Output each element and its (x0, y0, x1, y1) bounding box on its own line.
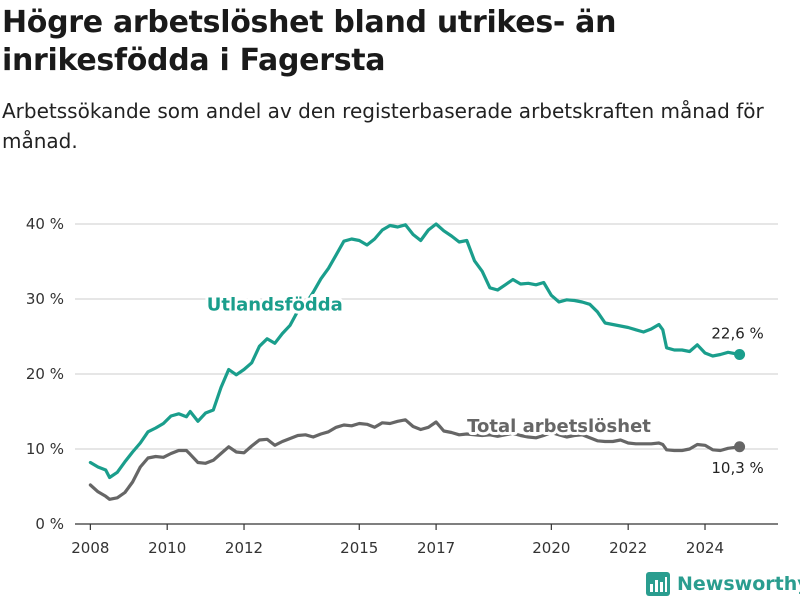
brand-logo[interactable]: Newsworthy (645, 570, 800, 598)
x-tick-label: 2008 (71, 539, 109, 557)
series-name-label: Utlandsfödda (207, 294, 343, 315)
x-tick-label: 2010 (148, 539, 186, 557)
chart-subtitle: Arbetssökande som andel av den registerb… (2, 99, 764, 153)
y-axis-ticks: 0 % 10 % 20 % 30 % 40 % (26, 215, 64, 533)
series-name-label: Total arbetslöshet (467, 416, 651, 437)
x-tick-label: 2015 (340, 539, 378, 557)
y-tick-label: 10 % (26, 440, 64, 458)
x-tick-label: 2020 (532, 539, 570, 557)
chart-title: Högre arbetslöshet bland utrikes- än inr… (2, 5, 617, 78)
series-line-foreign-born (88, 222, 742, 480)
x-tick-label: 2024 (686, 539, 724, 557)
y-tick-label: 30 % (26, 290, 64, 308)
x-tick-label: 2017 (417, 539, 455, 557)
brand-name: Newsworthy (677, 573, 800, 595)
grid-lines (75, 223, 778, 450)
newsworthy-logo-icon (646, 572, 670, 596)
series-end-point-foreign-born (734, 349, 746, 360)
series-labels: 22,6 % 10,3 % Utlandsfödda Total arbetslösh… (204, 291, 764, 477)
y-tick-label: 40 % (26, 215, 64, 233)
x-axis: 2008 2010 2012 2015 2017 2020 2022 2024 (71, 523, 778, 557)
series-lines (88, 222, 746, 501)
x-tick-label: 2022 (609, 539, 647, 557)
y-tick-label: 0 % (35, 515, 64, 533)
end-value-label: 22,6 % (711, 325, 763, 343)
x-tick-label: 2012 (225, 539, 263, 557)
series-end-point-total (734, 441, 746, 453)
series-line-total (88, 418, 742, 501)
end-value-label: 10,3 % (711, 459, 763, 477)
y-tick-label: 20 % (26, 365, 64, 383)
